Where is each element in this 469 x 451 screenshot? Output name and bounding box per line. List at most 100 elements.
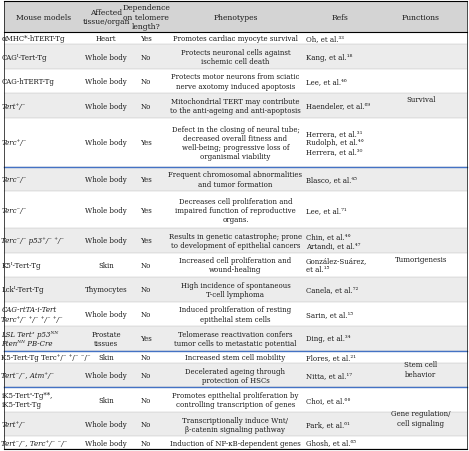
Text: Ghosh, et al.⁶⁵: Ghosh, et al.⁶⁵	[306, 439, 356, 446]
Text: Whole body: Whole body	[85, 310, 127, 318]
Text: No: No	[141, 102, 151, 110]
Text: Dependence
on telomere
length?: Dependence on telomere length?	[122, 5, 170, 31]
Bar	[4, 412, 467, 437]
Text: Tert⁺/⁻: Tert⁺/⁻	[1, 420, 26, 428]
Text: Tumorigenesis: Tumorigenesis	[395, 255, 447, 263]
Text: Tert⁻/⁻, Terc⁺/⁻ ⁻/⁻: Tert⁻/⁻, Terc⁺/⁻ ⁻/⁻	[1, 439, 68, 446]
Text: Yes: Yes	[140, 35, 152, 43]
Text: Canela, et al.⁷²: Canela, et al.⁷²	[306, 286, 358, 294]
Text: Transcriptionally induce Wnt/
β-catenin signaling pathway: Transcriptionally induce Wnt/ β-catenin …	[182, 416, 288, 433]
Text: Thymocytes: Thymocytes	[85, 286, 128, 294]
Text: Yes: Yes	[140, 335, 152, 343]
Text: Skin: Skin	[98, 353, 114, 361]
Text: Sarin, et al.¹⁵: Sarin, et al.¹⁵	[306, 310, 353, 318]
Bar	[4, 2, 467, 33]
Text: Results in genetic catastrophe; prone
to development of epithelial cancers: Results in genetic catastrophe; prone to…	[169, 232, 302, 249]
Text: Whole body: Whole body	[85, 53, 127, 61]
Text: Whole body: Whole body	[85, 206, 127, 214]
Text: CAG-rtTA-i-Tert
Terc⁺/⁻ ⁺/⁻ ⁺/⁻ ⁺/⁻: CAG-rtTA-i-Tert Terc⁺/⁻ ⁺/⁻ ⁺/⁻ ⁺/⁻	[1, 306, 63, 323]
Text: Chin, et al.⁴°
Artandi, et al.⁴⁷: Chin, et al.⁴° Artandi, et al.⁴⁷	[306, 232, 360, 249]
Text: Ding, et al.³⁴: Ding, et al.³⁴	[306, 335, 350, 343]
Text: No: No	[141, 78, 151, 86]
Text: High incidence of spontaneous
T-cell lymphoma: High incidence of spontaneous T-cell lym…	[181, 281, 290, 298]
Text: Terc⁻/⁻ p53⁺/⁻ ⁺/⁻: Terc⁻/⁻ p53⁺/⁻ ⁺/⁻	[1, 237, 65, 245]
Text: Functions: Functions	[402, 14, 440, 22]
Text: Induction of NF-κB-dependent genes: Induction of NF-κB-dependent genes	[170, 439, 301, 446]
Text: Blasco, et al.⁴⁵: Blasco, et al.⁴⁵	[306, 176, 356, 184]
Text: Prostate
tissues: Prostate tissues	[91, 330, 121, 347]
Text: Affected
tissue/organ: Affected tissue/organ	[83, 9, 130, 26]
Text: Refs: Refs	[331, 14, 348, 22]
Text: Park, et al.⁶¹: Park, et al.⁶¹	[306, 420, 350, 428]
Text: Skin: Skin	[98, 396, 114, 404]
Bar	[4, 327, 467, 351]
Text: Increased stem cell mobility: Increased stem cell mobility	[185, 353, 286, 361]
Bar	[4, 45, 467, 69]
Text: No: No	[141, 353, 151, 361]
Text: No: No	[141, 396, 151, 404]
Text: αMHC*-hTERT-Tg: αMHC*-hTERT-Tg	[1, 35, 65, 43]
Text: Frequent chromosomal abnormalities
and tumor formation: Frequent chromosomal abnormalities and t…	[168, 171, 303, 188]
Text: Gene regulation/
cell signaling: Gene regulation/ cell signaling	[391, 410, 451, 427]
Text: Decreases cell proliferation and
impaired function of reproductive
organs.: Decreases cell proliferation and impaire…	[175, 197, 296, 223]
Text: González-Suárez,
et al.¹⁵: González-Suárez, et al.¹⁵	[306, 257, 367, 274]
Text: CAG-hTERT-Tg: CAG-hTERT-Tg	[1, 78, 54, 86]
Text: No: No	[141, 261, 151, 269]
Text: Choi, et al.⁶°: Choi, et al.⁶°	[306, 396, 350, 404]
Text: Increased cell proliferation and
wound-healing: Increased cell proliferation and wound-h…	[179, 257, 292, 274]
Text: Heart: Heart	[96, 35, 116, 43]
Text: Stem cell
behavior: Stem cell behavior	[404, 360, 438, 378]
Text: LSL Tertᶟ p53ᴺᴺ
Ptenᴺᴺ PB-Cre: LSL Tertᶟ p53ᴺᴺ Ptenᴺᴺ PB-Cre	[1, 330, 59, 347]
Text: Decelerated ageing through
protection of HSCs: Decelerated ageing through protection of…	[185, 367, 286, 384]
Text: Defect in the closing of neural tube;
decreased overall fitness and
well-being; : Defect in the closing of neural tube; de…	[172, 125, 299, 161]
Text: Protects motor neurons from sciatic
nerve axotomy induced apoptosis: Protects motor neurons from sciatic nerv…	[171, 73, 300, 90]
Text: Tert⁺/⁻: Tert⁺/⁻	[1, 102, 26, 110]
Text: Nitta, et al.¹⁷: Nitta, et al.¹⁷	[306, 371, 352, 379]
Text: No: No	[141, 439, 151, 446]
Text: No: No	[141, 310, 151, 318]
Bar	[4, 363, 467, 387]
Text: Yes: Yes	[140, 237, 152, 245]
Text: Tert⁻/⁻, Atm⁺/⁻: Tert⁻/⁻, Atm⁺/⁻	[1, 371, 54, 379]
Text: Lee, et al.⁴⁶: Lee, et al.⁴⁶	[306, 78, 347, 86]
Text: No: No	[141, 371, 151, 379]
Text: Lckᴵ-Tert-Tg: Lckᴵ-Tert-Tg	[1, 286, 44, 294]
Text: Whole body: Whole body	[85, 439, 127, 446]
Text: Phenotypes: Phenotypes	[213, 14, 257, 22]
Text: CAGᴵ-Tert-Tg: CAGᴵ-Tert-Tg	[1, 53, 47, 61]
Text: Terc⁺/⁻: Terc⁺/⁻	[1, 139, 27, 147]
Text: Whole body: Whole body	[85, 371, 127, 379]
Text: Mitochondrial TERT may contribute
to the anti-ageing and anti-apoptosis: Mitochondrial TERT may contribute to the…	[170, 98, 301, 115]
Text: Yes: Yes	[140, 206, 152, 214]
Text: Whole body: Whole body	[85, 237, 127, 245]
Text: Whole body: Whole body	[85, 420, 127, 428]
Text: No: No	[141, 286, 151, 294]
Text: Terc⁻/⁻: Terc⁻/⁻	[1, 206, 27, 214]
Text: Oh, et al.³³: Oh, et al.³³	[306, 35, 344, 43]
Text: Whole body: Whole body	[85, 78, 127, 86]
Text: No: No	[141, 420, 151, 428]
Text: Telomerase reactivation confers
tumor cells to metastatic potential: Telomerase reactivation confers tumor ce…	[174, 330, 296, 347]
Text: Promotes cardiac myocyte survival: Promotes cardiac myocyte survival	[173, 35, 298, 43]
Text: K5ᴵ-Tert-Tg: K5ᴵ-Tert-Tg	[1, 261, 41, 269]
Text: Protects neuronal cells against
ischemic cell death: Protects neuronal cells against ischemic…	[181, 49, 290, 66]
Bar	[4, 277, 467, 302]
Text: Haendeler, et al.⁶⁹: Haendeler, et al.⁶⁹	[306, 102, 370, 110]
Text: Kang, et al.¹⁸: Kang, et al.¹⁸	[306, 53, 352, 61]
Text: Yes: Yes	[140, 139, 152, 147]
Text: Terc⁻/⁻: Terc⁻/⁻	[1, 176, 27, 184]
Text: Survival: Survival	[406, 96, 436, 104]
Text: Mouse models: Mouse models	[16, 14, 71, 22]
Text: Whole body: Whole body	[85, 139, 127, 147]
Text: Flores, et al.²¹: Flores, et al.²¹	[306, 353, 356, 361]
Text: Whole body: Whole body	[85, 176, 127, 184]
Bar	[4, 229, 467, 253]
Text: Yes: Yes	[140, 176, 152, 184]
Bar	[4, 94, 467, 119]
Text: Induced proliferation of resting
epithelial stem cells: Induced proliferation of resting epithel…	[179, 306, 292, 323]
Text: Skin: Skin	[98, 261, 114, 269]
Text: Whole body: Whole body	[85, 102, 127, 110]
Bar	[4, 167, 467, 192]
Text: Herrera, et al.³¹
Rudolph, et al.⁴°
Herrera, et al.³⁰: Herrera, et al.³¹ Rudolph, et al.⁴° Herr…	[306, 130, 364, 156]
Text: No: No	[141, 53, 151, 61]
